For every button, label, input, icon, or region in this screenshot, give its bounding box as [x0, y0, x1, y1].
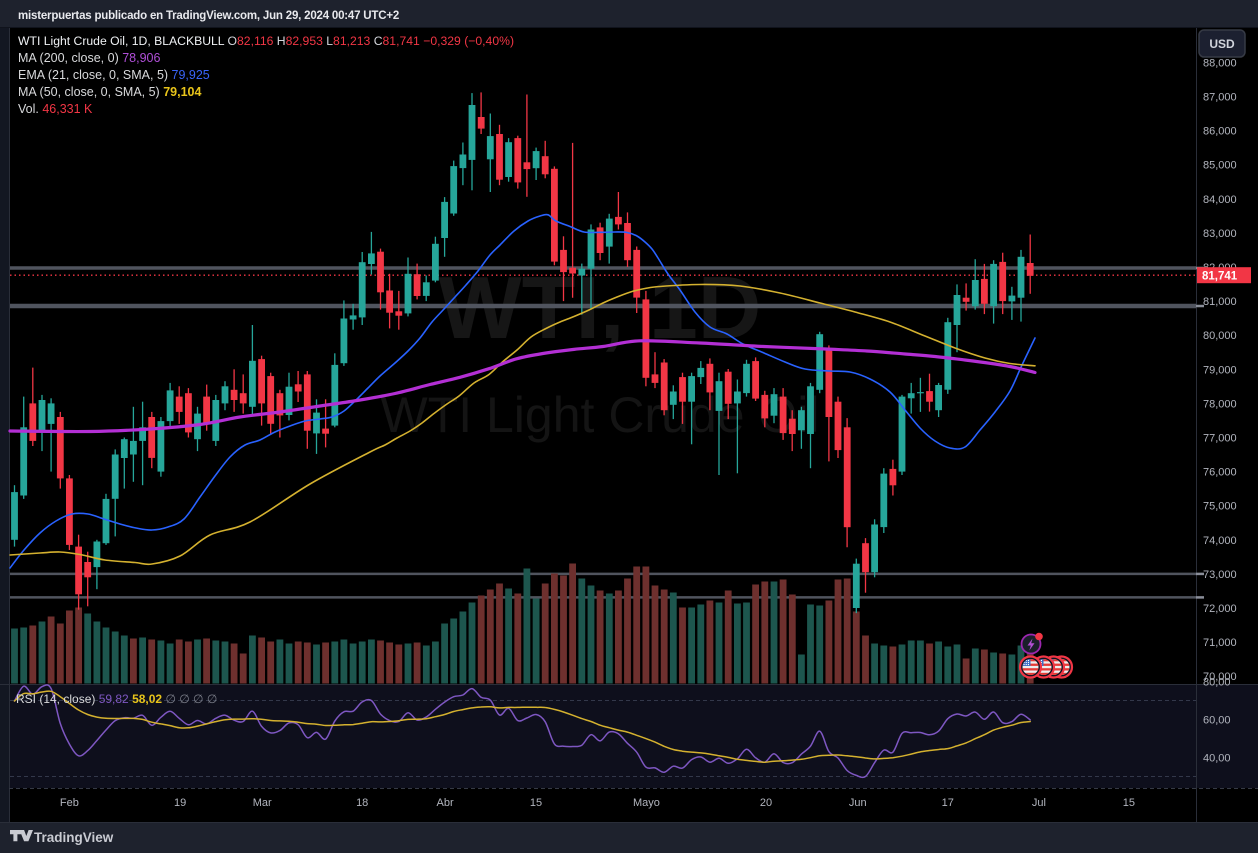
svg-text:17: 17 — [942, 797, 954, 809]
svg-text:88,000: 88,000 — [1203, 57, 1237, 69]
svg-text:Vol. 46,331 K: Vol. 46,331 K — [18, 102, 93, 116]
svg-text:81,741: 81,741 — [1202, 271, 1238, 283]
svg-text:15: 15 — [1123, 797, 1135, 809]
svg-text:misterpuertas publicado en Tra: misterpuertas publicado en TradingView.c… — [18, 10, 399, 22]
svg-text:Jun: Jun — [849, 797, 867, 809]
svg-text:18: 18 — [356, 797, 368, 809]
svg-text:19: 19 — [174, 797, 186, 809]
svg-text:RSI (14, close) 59,82 58,02: RSI (14, close) 59,82 58,02 ∅ ∅ ∅ ∅ — [16, 692, 217, 706]
svg-text:70,000: 70,000 — [1203, 671, 1237, 683]
svg-text:80,00: 80,00 — [1203, 677, 1231, 689]
svg-text:76,000: 76,000 — [1203, 467, 1237, 479]
svg-text:71,000: 71,000 — [1203, 637, 1237, 649]
svg-text:84,000: 84,000 — [1203, 194, 1237, 206]
svg-text:85,000: 85,000 — [1203, 160, 1237, 172]
svg-text:74,000: 74,000 — [1203, 535, 1237, 547]
svg-text:73,000: 73,000 — [1203, 569, 1237, 581]
svg-text:72,000: 72,000 — [1203, 603, 1237, 615]
svg-text:77,000: 77,000 — [1203, 433, 1237, 445]
svg-text:Feb: Feb — [60, 797, 79, 809]
svg-text:Abr: Abr — [437, 797, 454, 809]
svg-text:60,00: 60,00 — [1203, 715, 1231, 727]
svg-text:USD: USD — [1209, 37, 1235, 51]
svg-text:MA (50, close, 0, SMA, 5) 79,: MA (50, close, 0, SMA, 5) 79,104 — [18, 85, 201, 99]
svg-text:TradingView: TradingView — [34, 830, 114, 845]
svg-text:Mar: Mar — [253, 797, 272, 809]
svg-text:86,000: 86,000 — [1203, 126, 1237, 138]
svg-text:79,000: 79,000 — [1203, 364, 1237, 376]
svg-text:80,000: 80,000 — [1203, 330, 1237, 342]
svg-text:WTI Light Crude Oil, 1D, BLACK: WTI Light Crude Oil, 1D, BLACKBULL O82,1… — [18, 34, 514, 48]
svg-text:75,000: 75,000 — [1203, 501, 1237, 513]
svg-text:78,000: 78,000 — [1203, 398, 1237, 410]
svg-text:15: 15 — [530, 797, 542, 809]
svg-text:Mayo: Mayo — [633, 797, 660, 809]
svg-text:20: 20 — [760, 797, 772, 809]
svg-text:EMA (21, close, 0, SMA, 5) 79: EMA (21, close, 0, SMA, 5) 79,925 — [18, 68, 210, 82]
svg-text:87,000: 87,000 — [1203, 92, 1237, 104]
svg-text:81,000: 81,000 — [1203, 296, 1237, 308]
svg-text:83,000: 83,000 — [1203, 228, 1237, 240]
svg-text:40,00: 40,00 — [1203, 753, 1231, 765]
svg-text:Jul: Jul — [1032, 797, 1046, 809]
svg-text:MA (200, close, 0) 78,906: MA (200, close, 0) 78,906 — [18, 51, 160, 65]
